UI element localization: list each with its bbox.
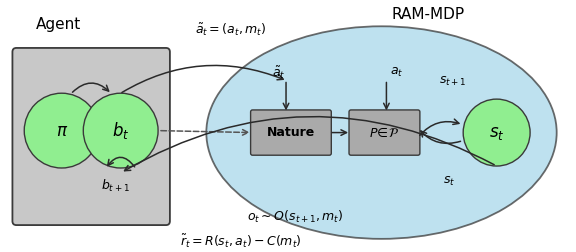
Text: RAM-MDP: RAM-MDP (391, 7, 464, 22)
Text: $s_t$: $s_t$ (444, 175, 456, 188)
Text: $\tilde{r}_t=R(s_t,a_t)-C(m_t)$: $\tilde{r}_t=R(s_t,a_t)-C(m_t)$ (180, 232, 302, 249)
Text: $\tilde{a}_t$: $\tilde{a}_t$ (272, 64, 286, 81)
FancyBboxPatch shape (349, 110, 420, 155)
Ellipse shape (84, 93, 158, 168)
FancyBboxPatch shape (251, 110, 331, 155)
Text: $b_t$: $b_t$ (112, 120, 130, 141)
Ellipse shape (206, 26, 556, 239)
Text: $\tilde{a}_t=(a_t,m_t)$: $\tilde{a}_t=(a_t,m_t)$ (195, 22, 267, 39)
Text: Agent: Agent (36, 17, 81, 32)
Text: $o_t\sim O(s_{t+1},m_t)$: $o_t\sim O(s_{t+1},m_t)$ (247, 209, 343, 225)
Text: Nature: Nature (267, 126, 315, 139)
Ellipse shape (24, 93, 99, 168)
Text: $a_t$: $a_t$ (389, 66, 403, 79)
Text: $s_t$: $s_t$ (489, 123, 505, 142)
Text: $s_{t+1}$: $s_{t+1}$ (439, 75, 466, 88)
Text: $\pi$: $\pi$ (55, 122, 68, 140)
Text: $b_{t+1}$: $b_{t+1}$ (101, 178, 130, 194)
Ellipse shape (463, 99, 530, 166)
Text: $P\!\in\!\mathcal{P}$: $P\!\in\!\mathcal{P}$ (369, 125, 400, 140)
FancyBboxPatch shape (13, 48, 170, 225)
